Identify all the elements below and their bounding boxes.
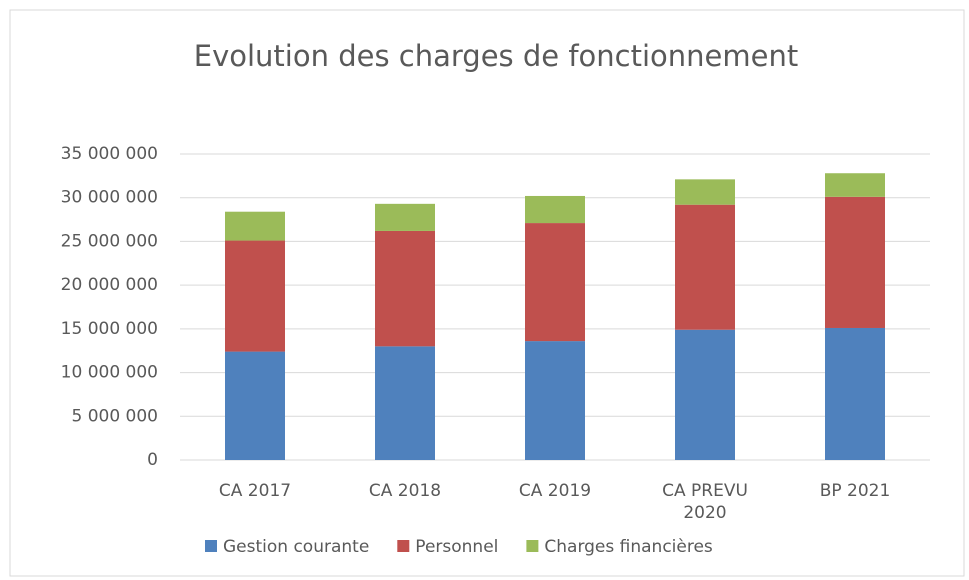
chart-frame — [9, 9, 965, 577]
bar-segment — [675, 329, 735, 460]
bar-segment — [375, 203, 435, 231]
y-tick-label: 15 000 000 — [61, 319, 158, 339]
x-tick-label: CA PREVU 2020 — [662, 481, 748, 523]
bar-segment — [225, 211, 285, 241]
y-tick-label: 10 000 000 — [61, 363, 158, 383]
bar-segment — [525, 341, 585, 460]
y-tick-label: 5 000 000 — [71, 406, 158, 426]
y-tick-label: 30 000 000 — [61, 188, 158, 208]
bar-segment — [825, 327, 885, 460]
x-tick-label: BP 2021 — [819, 481, 891, 501]
x-tick-label: CA 2018 — [368, 481, 442, 501]
y-tick-label: 35 000 000 — [61, 144, 158, 164]
legend-swatch — [526, 540, 539, 552]
bar-segment — [225, 351, 285, 460]
bar-segment — [525, 195, 585, 224]
bar-segment — [375, 346, 435, 460]
bar-segment — [675, 204, 735, 330]
legend-label: Charges financières — [544, 537, 713, 557]
bar-segment — [525, 223, 585, 342]
legend-swatch — [397, 540, 410, 552]
chart-title: Evolution des charges de fonctionnement — [194, 39, 798, 73]
x-tick-label: CA 2017 — [218, 481, 292, 501]
y-tick-label: 0 — [147, 450, 158, 470]
y-tick-label: 20 000 000 — [61, 275, 158, 295]
y-tick-label: 25 000 000 — [61, 231, 158, 251]
bar-segment — [225, 240, 285, 352]
bar-segment — [825, 173, 885, 197]
bar-segment — [675, 179, 735, 205]
bar-segment — [825, 196, 885, 328]
legend-label: Gestion courante — [223, 537, 369, 557]
legend-label: Personnel — [415, 537, 498, 557]
bar-segment — [375, 230, 435, 347]
x-tick-label: CA 2019 — [518, 481, 592, 501]
legend-swatch — [205, 540, 217, 552]
